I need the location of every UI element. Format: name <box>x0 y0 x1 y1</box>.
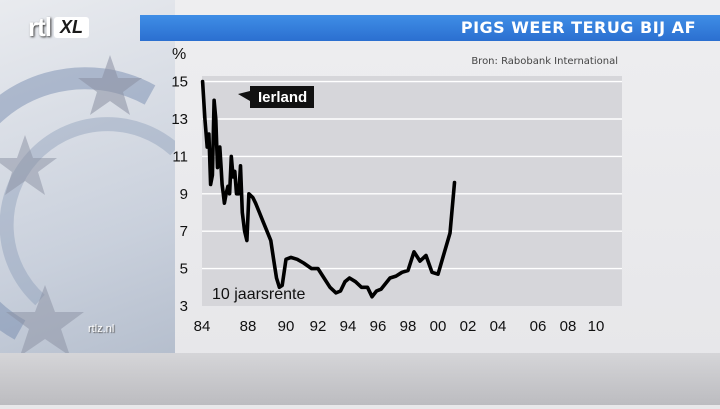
x-tick-labels: 84 88 90 92 94 96 98 00 02 04 06 08 10 <box>194 318 605 335</box>
callout-label: Ierland <box>258 89 307 106</box>
plot-area <box>202 76 622 306</box>
chart-source: Bron: Rabobank International <box>471 56 618 67</box>
euro-symbol-background <box>0 0 180 405</box>
x-tick-label: 96 <box>370 318 387 335</box>
grid-lines <box>202 80 622 270</box>
euro-stars-graphic <box>0 55 180 356</box>
page-title: PIGS WEER TERUG BIJ AF <box>460 18 696 37</box>
y-axis-label: % <box>172 46 186 63</box>
series-annotation: 10 jaarsrente <box>212 286 305 303</box>
y-tick-label: 3 <box>180 298 188 315</box>
x-tick-label: 92 <box>310 318 327 335</box>
bottom-band <box>0 353 720 405</box>
x-tick-label: 94 <box>340 318 357 335</box>
x-tick-label: 06 <box>530 318 547 335</box>
callout-box <box>238 86 314 108</box>
y-tick-labels: 3 5 7 9 11 13 15 <box>171 74 188 315</box>
y-tick-label: 7 <box>180 223 188 240</box>
x-tick-label: 08 <box>560 318 577 335</box>
series-line-ierland <box>200 79 457 299</box>
x-tick-label: 10 <box>588 318 605 335</box>
x-tick-label: 02 <box>460 318 477 335</box>
callout-ierland: Ierland <box>238 86 314 108</box>
y-tick-label: 13 <box>171 111 188 128</box>
x-tick-label: 00 <box>430 318 447 335</box>
header-bar: PIGS WEER TERUG BIJ AF <box>140 15 720 41</box>
x-tick-label: 90 <box>278 318 295 335</box>
x-tick-label: 98 <box>400 318 417 335</box>
rtlxl-logo: rtl XL <box>28 12 90 43</box>
x-tick-label: 04 <box>490 318 507 335</box>
y-tick-label: 15 <box>171 74 188 91</box>
y-tick-label: 9 <box>180 186 188 203</box>
logo-brand: rtl <box>28 12 52 42</box>
logo-suffix: XL <box>54 17 90 38</box>
x-tick-label: 88 <box>240 318 257 335</box>
x-tick-label: 84 <box>194 318 211 335</box>
site-watermark: rtlz.nl <box>88 323 115 335</box>
y-tick-label: 5 <box>180 261 188 278</box>
y-tick-label: 11 <box>172 148 188 165</box>
